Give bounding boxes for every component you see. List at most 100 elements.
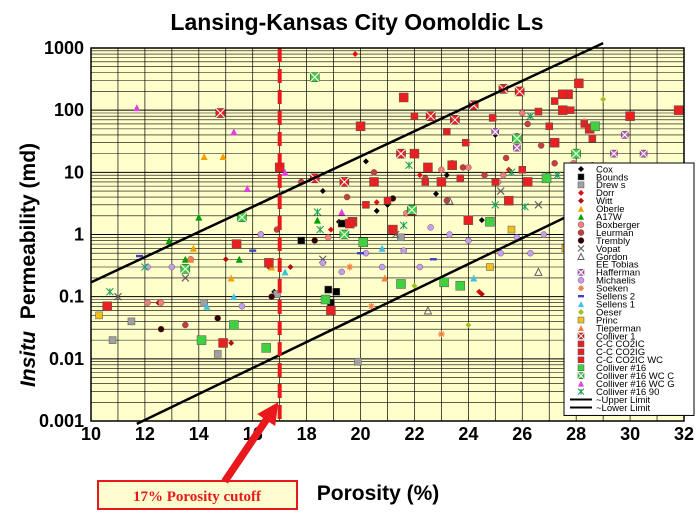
point-princ <box>95 311 103 320</box>
point-trembly <box>214 315 221 322</box>
x-tick-labels: 101214161820222426283032 <box>81 424 694 444</box>
point-colliver-16-wc-c-cross <box>309 72 320 82</box>
point-c-c-co2ic-wc <box>557 89 568 100</box>
point-sellens-1 <box>203 302 211 310</box>
point-drew-s <box>108 336 117 344</box>
point-boxberger <box>325 234 332 241</box>
legend-marker-colliver-16 <box>577 364 585 371</box>
legend-label-vopat: Vopat <box>596 244 621 255</box>
point-c-c-co2ic-wc <box>463 215 474 225</box>
point-michaelis <box>319 259 327 267</box>
point-c-c-co2ic <box>580 120 589 128</box>
point-princ <box>507 225 516 234</box>
point-witt <box>478 291 485 298</box>
point-colliver-16 <box>541 173 552 184</box>
point-boxberger <box>157 299 165 306</box>
point-a17w <box>235 255 243 263</box>
point-c-c-co2ig <box>518 166 527 174</box>
series-gordon <box>423 196 543 315</box>
legend-marker-witt <box>578 197 584 204</box>
point-c-c-co2ic-wc <box>423 162 433 173</box>
x-tick-label: 22 <box>404 424 424 444</box>
point-michaelis <box>540 231 548 238</box>
point-c-c-co2ic-wc <box>549 137 560 148</box>
x-tick-label: 10 <box>81 424 101 444</box>
legend-marker-bounds <box>577 173 585 181</box>
point-witt <box>287 264 294 271</box>
legend-marker-oeser <box>578 309 584 316</box>
point-drew-s <box>127 317 136 326</box>
point-colliver-1-cross <box>425 111 436 122</box>
point-michaelis <box>497 250 504 257</box>
x-tick-label: 14 <box>189 424 209 444</box>
legend-label-a17w: A17W <box>596 212 622 223</box>
legend-marker-oberle <box>578 205 584 212</box>
point-leurman <box>537 142 545 149</box>
point-vopat <box>181 274 190 282</box>
point-hafferman-cross <box>639 149 648 158</box>
legend-marker-colliver-16-wc-g <box>578 380 584 387</box>
point-colliver-16-wc-g <box>230 128 238 136</box>
point-c-c-co2ic <box>567 106 575 114</box>
point-witt <box>228 339 235 346</box>
legend-label-c-c-co2ig: C-C CO2IG <box>596 347 645 358</box>
point-colliver-16 <box>320 294 331 305</box>
point-drew-s <box>200 298 208 307</box>
point-colliver-16 <box>396 279 406 289</box>
point-c-c-co2ic <box>488 114 497 122</box>
point-colliver-16-90 <box>105 287 114 296</box>
point-leurman <box>524 120 531 128</box>
point-drew-s <box>397 233 405 242</box>
line-upper-limit <box>90 41 604 284</box>
point-colliver-16-wc-c-cross <box>339 229 350 240</box>
point-trembly <box>311 237 318 244</box>
point-cox <box>319 188 326 195</box>
point-sellens-2 <box>249 249 257 252</box>
point-c-c-co2ic-wc <box>355 121 366 132</box>
point-oberle <box>200 152 208 160</box>
point-colliver-16-90 <box>491 200 500 209</box>
legend-label-boxberger: Boxberger <box>596 220 640 231</box>
point-c-c-co2ic-wc <box>447 160 457 170</box>
point-colliver-16 <box>196 335 207 345</box>
legend-label-colliver-16: Colliver #16 <box>596 363 646 374</box>
point-colliver-16-wc-c-cross <box>406 204 417 215</box>
legend-marker-gordon <box>577 252 585 260</box>
point-boxberger <box>438 166 445 173</box>
y-tick-label: 0.01 <box>49 349 84 369</box>
point-michaelis <box>168 263 176 271</box>
point-c-c-co2ic-wc <box>388 224 398 235</box>
legend-marker-dorr <box>578 189 584 196</box>
legend-label-colliver-16-90: Colliver #16 90 <box>596 387 659 398</box>
point-c-c-co2ic-wc <box>231 239 242 249</box>
y-tick-label: 100 <box>54 100 84 120</box>
legend-marker-sellens-2 <box>578 295 584 298</box>
point-colliver-16-90 <box>141 263 149 271</box>
point-c-c-co2ic-wc <box>409 148 420 159</box>
point-colliver-16 <box>229 320 239 330</box>
y-axis-label-main: Permeability (md) <box>17 143 40 319</box>
point-leurman <box>481 171 488 179</box>
point-soeken <box>367 302 375 310</box>
legend-marker-vopat <box>577 245 585 252</box>
point-sellens-1 <box>470 274 478 282</box>
point-c-c-co2ic-wc <box>218 338 228 348</box>
point-leurman <box>459 164 467 171</box>
series-sellens-1 <box>203 244 478 310</box>
point-colliver-16 <box>455 280 466 291</box>
point-c-c-co2ig <box>383 196 392 205</box>
point-cox <box>478 217 485 224</box>
point-boxberger <box>519 109 526 117</box>
point-colliver-16-90 <box>316 225 325 234</box>
legend-label-colliver-16-wc-c: Colliver #16 WC C <box>596 371 674 382</box>
point-michaelis <box>257 231 265 238</box>
legend-label-c-c-co2ic-wc: C-C CO2IC WC <box>596 355 663 366</box>
point-dorr <box>416 172 423 179</box>
x-tick-label: 28 <box>566 424 586 444</box>
x-tick-label: 12 <box>135 424 155 444</box>
point-c-c-co2ic <box>410 112 419 120</box>
point-c-c-co2ic <box>461 138 470 147</box>
point-c-c-co2ig <box>491 178 500 186</box>
legend-marker-soeken <box>578 285 584 292</box>
point-colliver-16-wc-g <box>243 184 251 192</box>
